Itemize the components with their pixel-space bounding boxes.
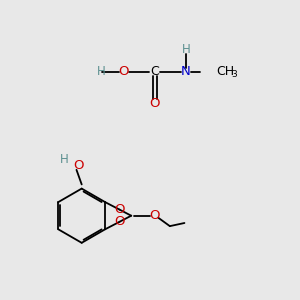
Text: O: O — [73, 159, 84, 172]
Text: H: H — [182, 44, 190, 56]
Text: CH: CH — [217, 65, 235, 78]
Text: 3: 3 — [231, 70, 237, 79]
Text: O: O — [149, 97, 160, 110]
Text: O: O — [149, 209, 159, 222]
Text: C: C — [150, 65, 159, 78]
Text: H: H — [97, 65, 106, 78]
Text: H: H — [60, 153, 68, 166]
Text: O: O — [114, 203, 125, 216]
Text: O: O — [114, 215, 125, 228]
Text: N: N — [181, 65, 191, 78]
Text: O: O — [118, 65, 129, 78]
